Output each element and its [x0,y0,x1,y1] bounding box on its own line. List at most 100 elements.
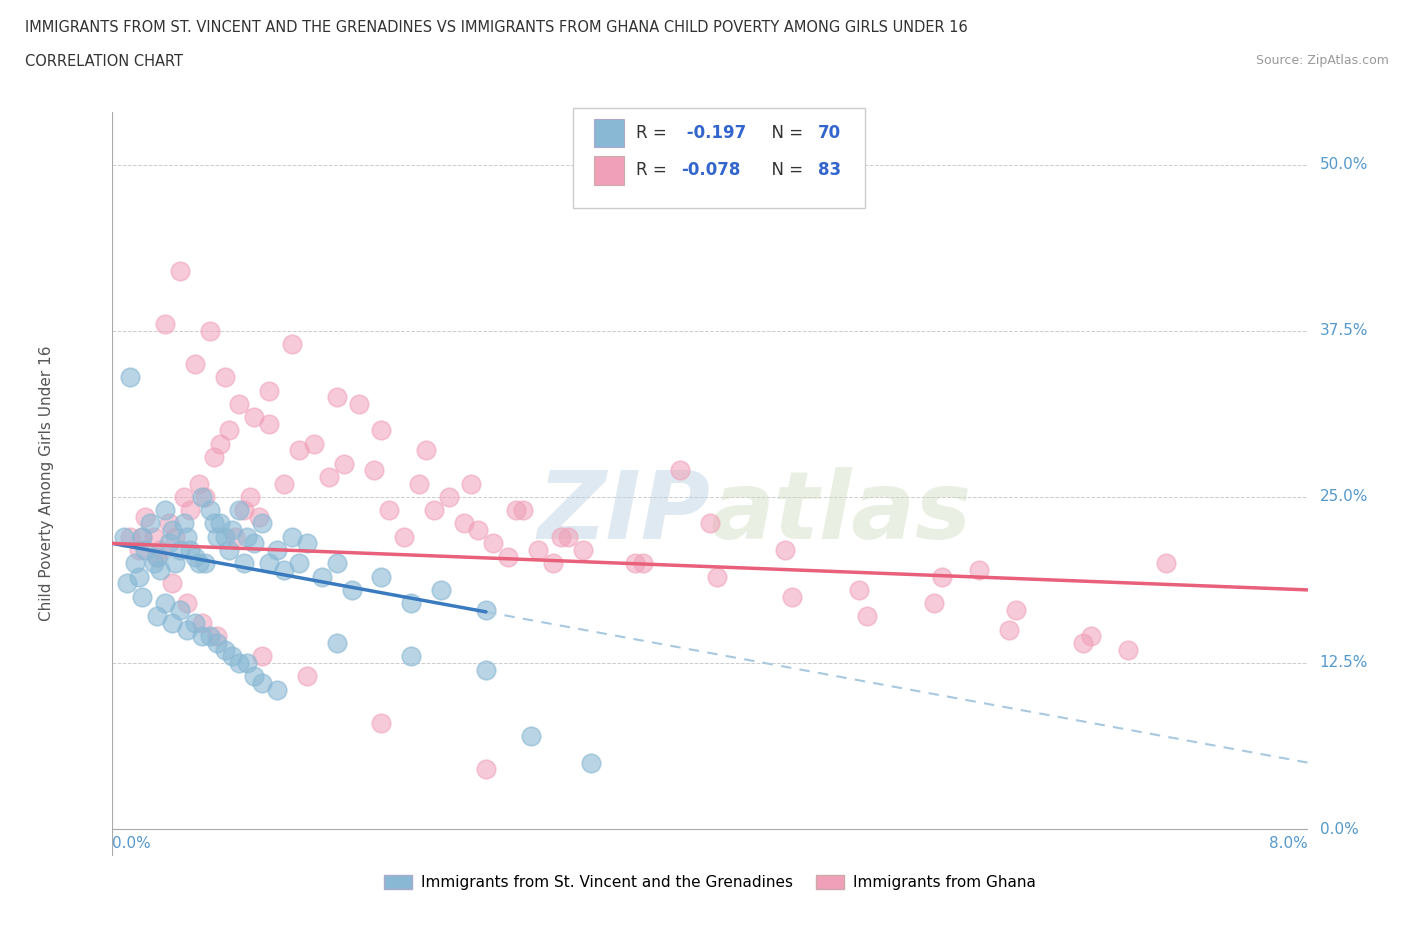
Point [218,423,240,438]
Point [162,523,183,538]
Point [173,489,195,504]
Point [482,536,505,551]
Point [460,476,482,491]
Text: 70: 70 [818,125,841,142]
Point [302,436,325,451]
Point [370,569,392,584]
Point [153,317,176,332]
Point [325,635,347,650]
Point [218,542,240,557]
Point [669,463,692,478]
Point [198,503,221,518]
Text: 25.0%: 25.0% [1320,489,1368,504]
Point [922,596,945,611]
Point [236,529,259,544]
Point [228,396,250,411]
Text: 37.5%: 37.5% [1320,324,1368,339]
Point [259,417,281,432]
Point [266,682,288,697]
Point [370,423,392,438]
Point [221,649,243,664]
Point [572,542,595,557]
Point [209,516,232,531]
Point [162,576,183,591]
Point [149,542,172,557]
Point [273,563,295,578]
Point [162,616,183,631]
Point [281,529,304,544]
Point [281,337,304,352]
Point [706,569,728,584]
Text: Source: ZipAtlas.com: Source: ZipAtlas.com [1256,54,1389,67]
Point [550,529,572,544]
Point [134,542,156,557]
Point [143,556,166,571]
Point [128,542,150,557]
Point [437,489,460,504]
Point [363,463,385,478]
Point [179,542,201,557]
Point [131,529,153,544]
Text: R =: R = [636,125,672,142]
Point [243,410,266,425]
Point [205,635,228,650]
Point [631,556,654,571]
Text: -0.197: -0.197 [682,125,747,142]
Point [146,609,169,624]
Point [415,443,437,458]
Point [157,536,180,551]
Point [247,510,270,525]
Point [325,390,347,405]
Point [467,523,489,538]
Text: -0.078: -0.078 [682,162,741,179]
Point [1154,556,1177,571]
Point [198,324,221,339]
Point [295,669,318,684]
Point [498,550,520,565]
Point [401,649,423,664]
Point [998,622,1021,637]
Point [250,516,273,531]
Point [153,596,176,611]
Point [340,582,363,597]
Point [1118,643,1140,658]
Point [295,536,318,551]
Point [557,529,579,544]
Point [773,542,796,557]
Point [475,762,498,777]
Point [179,503,201,518]
Point [401,596,423,611]
Point [173,516,195,531]
Point [131,529,153,544]
Text: N =: N = [762,162,808,179]
Point [205,529,228,544]
Point [848,582,870,597]
Point [221,523,243,538]
Point [1073,635,1095,650]
Text: 0.0%: 0.0% [1320,821,1358,836]
Point [214,529,236,544]
Point [250,675,273,690]
Point [931,569,953,584]
Point [224,529,246,544]
Point [191,489,214,504]
Text: ZIP: ZIP [537,468,710,559]
Point [183,616,205,631]
Point [169,603,191,618]
Text: 0.0%: 0.0% [112,836,152,851]
Point [198,629,221,644]
Point [318,470,340,485]
Point [157,516,180,531]
Point [259,383,281,398]
Text: Child Poverty Among Girls Under 16: Child Poverty Among Girls Under 16 [39,346,55,621]
Point [288,443,311,458]
Point [512,503,534,518]
Point [117,576,139,591]
Text: 83: 83 [818,162,841,179]
Point [236,656,259,671]
Text: R =: R = [636,162,672,179]
Point [191,616,214,631]
Point [273,476,295,491]
Point [392,529,415,544]
Point [333,457,356,472]
